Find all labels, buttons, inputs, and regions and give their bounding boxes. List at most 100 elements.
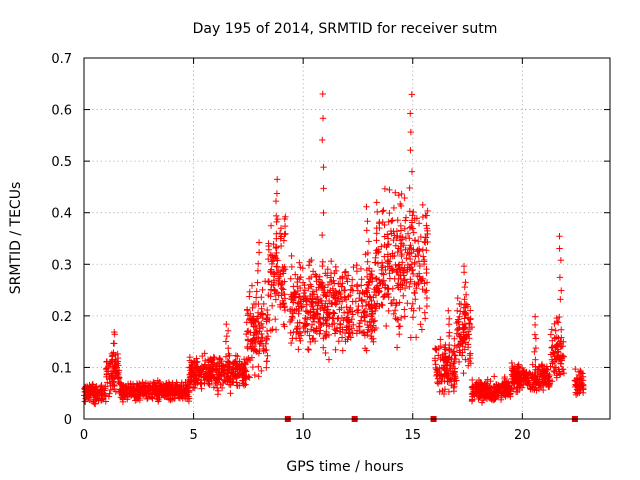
data-point (211, 354, 218, 362)
data-point (287, 329, 294, 337)
data-point (382, 322, 390, 330)
data-point (320, 185, 327, 192)
data-point (380, 207, 387, 214)
data-point (325, 356, 333, 363)
data-point (246, 288, 253, 296)
data-point (373, 237, 380, 244)
data-point (288, 263, 296, 271)
data-point (273, 263, 280, 270)
data-point (213, 362, 220, 370)
data-point (205, 364, 212, 372)
data-point (105, 393, 113, 400)
data-point (329, 309, 337, 316)
data-point (198, 385, 205, 392)
data-point (290, 329, 297, 336)
data-point (265, 278, 272, 285)
data-point (347, 286, 355, 294)
data-point (508, 359, 515, 367)
data-point (322, 349, 329, 357)
data-point (269, 326, 276, 333)
data-point (111, 331, 118, 338)
data-point (386, 186, 393, 194)
data-point (247, 329, 254, 336)
data-point (251, 336, 258, 343)
data-point (288, 252, 295, 260)
data-point (172, 384, 179, 392)
data-point (272, 255, 280, 262)
data-point (346, 292, 354, 299)
data-point (252, 339, 259, 346)
data-point (394, 216, 401, 224)
data-point (456, 300, 463, 308)
data-point (398, 190, 405, 198)
y-tick-label: 0.1 (51, 361, 72, 376)
data-point (356, 294, 363, 302)
data-point (112, 373, 119, 381)
data-point (328, 278, 335, 286)
data-point (254, 309, 262, 316)
data-point (295, 346, 302, 353)
data-point (349, 276, 356, 283)
data-point (390, 204, 398, 212)
data-point (104, 379, 111, 386)
data-point (353, 261, 360, 269)
data-point (305, 346, 312, 354)
data-point (332, 267, 340, 275)
data-point (350, 263, 357, 271)
data-point (402, 214, 410, 221)
data-point (423, 247, 430, 254)
data-point (321, 330, 329, 338)
data-point (309, 335, 316, 343)
data-point (205, 380, 212, 387)
data-point (308, 273, 315, 281)
data-point (432, 361, 439, 368)
data-point (294, 325, 301, 332)
data-point (531, 321, 539, 329)
data-point (224, 362, 231, 370)
data-point (411, 236, 419, 244)
data-point (531, 313, 539, 320)
data-point (258, 367, 265, 375)
data-point (335, 280, 342, 287)
data-point (107, 382, 114, 390)
data-point (161, 393, 168, 400)
data-point (299, 264, 306, 272)
data-point (462, 279, 469, 286)
data-point (272, 197, 280, 205)
data-point (325, 297, 333, 305)
data-point (213, 369, 221, 376)
data-point (223, 320, 230, 328)
data-point (416, 304, 423, 312)
data-point (206, 381, 213, 389)
data-point (196, 369, 204, 376)
data-point (273, 243, 280, 251)
data-point (556, 245, 563, 252)
data-point (267, 327, 275, 334)
data-point (197, 380, 204, 388)
data-point (272, 315, 279, 323)
data-point (327, 274, 335, 281)
data-point (253, 327, 260, 334)
data-point (386, 209, 393, 217)
data-point (336, 328, 344, 335)
data-point (343, 275, 350, 283)
data-point (445, 307, 452, 314)
data-point (343, 303, 350, 311)
data-point (209, 359, 216, 366)
data-point (84, 383, 91, 390)
data-point (110, 340, 118, 347)
data-point (353, 268, 361, 275)
data-point (310, 291, 318, 298)
data-point (282, 230, 289, 237)
data-point (314, 295, 322, 303)
data-point (143, 395, 151, 403)
data-point (258, 305, 265, 312)
data-point (256, 321, 263, 329)
data-point (373, 199, 380, 206)
data-point (136, 390, 143, 397)
data-point (338, 334, 346, 341)
data-point (273, 212, 280, 220)
data-point (280, 237, 288, 244)
data-point (462, 356, 469, 363)
